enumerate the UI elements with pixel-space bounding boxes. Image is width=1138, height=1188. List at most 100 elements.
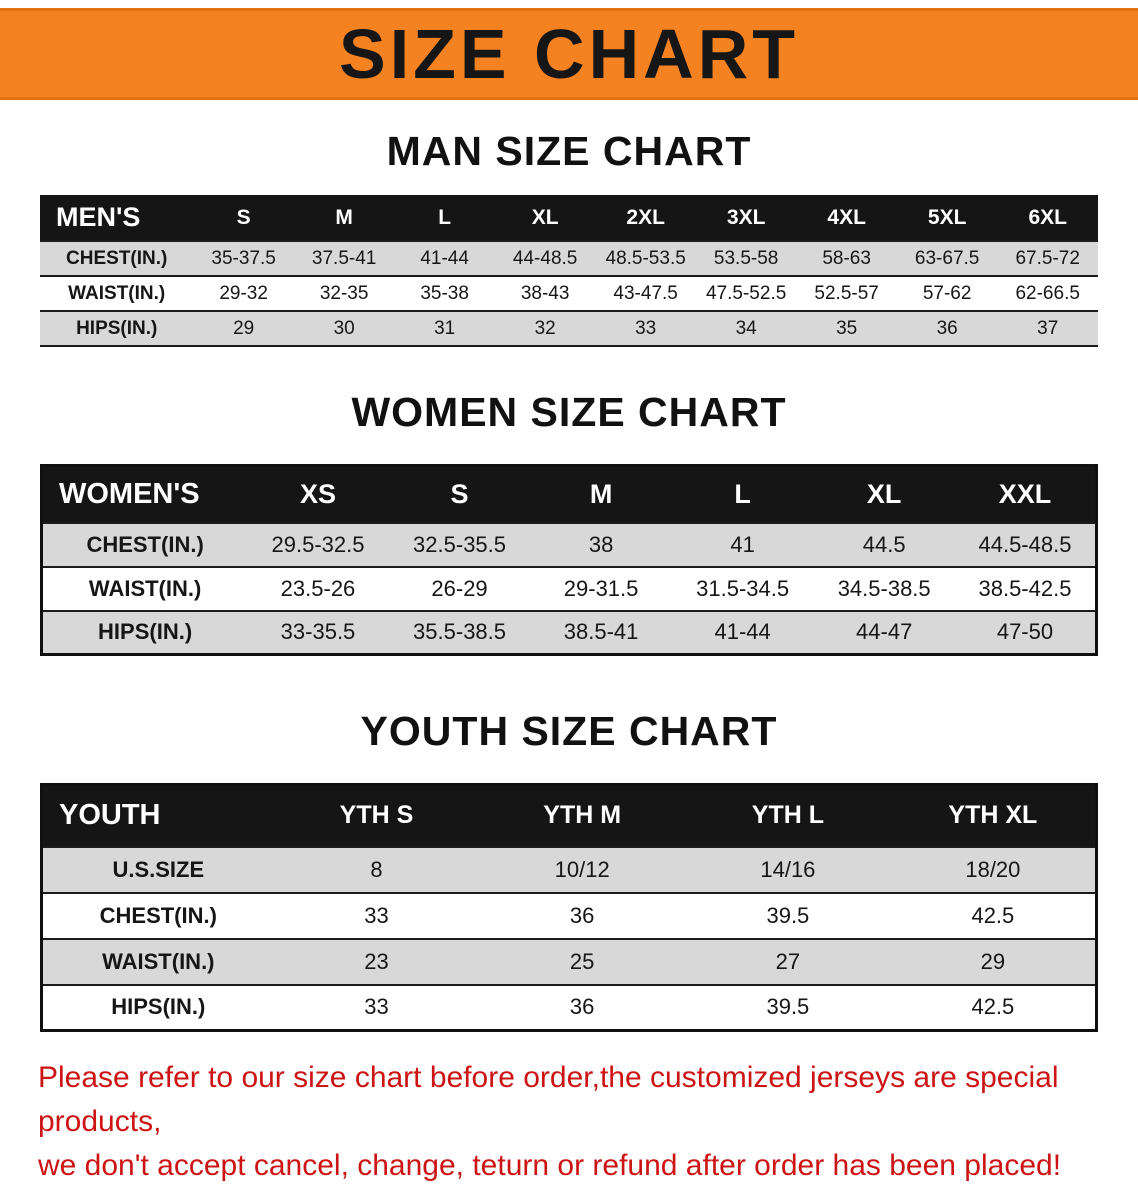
row-label-cell: CHEST(IN.)	[66, 247, 168, 269]
value-cell: 42.5	[971, 902, 1015, 928]
size-column-header: 3XL	[695, 195, 797, 241]
value-cell: 33	[364, 994, 389, 1020]
table-row: WAIST(IN.) 29-32 32-35 35-38 38-43 43-47.5 47.…	[40, 276, 1098, 311]
table-row: WAIST(IN.) 23.5-26 26-29 29-31.5 31.5-34.5 34…	[41, 566, 1097, 611]
value-cell: 37	[1037, 317, 1059, 339]
value-cell: 44.5	[862, 531, 906, 557]
section-heading-women: WOMEN SIZE CHART	[351, 389, 787, 435]
value-cell: 35-37.5	[211, 247, 276, 269]
value-cell: 44.5-48.5	[978, 531, 1072, 557]
size-column-header: M	[530, 465, 672, 523]
table-row: CHEST(IN.) 29.5-32.5 32.5-35.5 38 41 44.5 44.5…	[41, 522, 1097, 567]
value-cell: 38.5-42.5	[978, 575, 1072, 601]
man-size-chart-section: MAN SIZE CHART MEN'S S M L XL 2XL 3XL 4XL 5XL 6XL…	[0, 128, 1138, 347]
value-cell: 33-35.5	[280, 619, 356, 645]
order-policy-note-line1: Please refer to our size chart before or…	[38, 1061, 1059, 1138]
row-label-cell: WAIST(IN.)	[68, 282, 166, 304]
youth-size-table: YOUTH YTH S YTH M YTH L YTH XL U.S.SIZE 8 10/12…	[40, 783, 1098, 1032]
value-cell: 36	[569, 994, 595, 1020]
size-column-header: L	[394, 195, 495, 241]
value-cell: 42.5	[971, 994, 1015, 1020]
table-title-cell: YOUTH	[41, 784, 274, 847]
section-heading-men: MAN SIZE CHART	[386, 128, 752, 174]
row-label-cell: HIPS(IN.)	[76, 317, 158, 339]
size-column-header: YTH S	[273, 784, 480, 847]
value-cell: 27	[775, 948, 801, 974]
value-cell: 23	[364, 948, 389, 974]
row-label-cell: CHEST(IN.)	[86, 531, 204, 557]
size-column-header: S	[388, 465, 531, 523]
size-column-header: XXL	[954, 465, 1097, 523]
value-cell: 38-43	[520, 282, 570, 304]
size-column-header: 5XL	[896, 195, 998, 241]
value-cell: 38	[588, 531, 614, 557]
size-column-header: XL	[813, 465, 955, 523]
value-cell: 48.5-53.5	[605, 247, 686, 269]
value-cell: 53.5-58	[713, 247, 779, 269]
value-cell: 23.5-26	[280, 575, 356, 601]
table-row: HIPS(IN.) 29 30 31 32 33 34 35 36 37	[40, 311, 1098, 346]
size-chart-banner: SIZE CHART	[0, 8, 1138, 100]
value-cell: 47-50	[996, 619, 1054, 645]
value-cell: 44-47	[856, 619, 913, 645]
order-policy-note-line2: we don't accept cancel, change, teturn o…	[38, 1149, 1062, 1182]
table-title-cell: MEN'S	[40, 195, 194, 241]
value-cell: 29-31.5	[563, 575, 639, 601]
value-cell: 29.5-32.5	[271, 531, 365, 557]
value-cell: 31.5-34.5	[696, 575, 790, 601]
value-cell: 32	[534, 317, 556, 339]
value-cell: 39.5	[766, 994, 810, 1020]
value-cell: 32.5-35.5	[413, 531, 507, 557]
table-title-cell: WOMEN'S	[41, 465, 248, 523]
table-header-row: YOUTH YTH S YTH M YTH L YTH XL	[41, 784, 1097, 847]
value-cell: 62-66.5	[1015, 282, 1080, 304]
women-size-table: WOMEN'S XS S M L XL XXL CHEST(IN.) 29.5-32.5 32.5…	[40, 464, 1098, 656]
value-cell: 10/12	[554, 856, 610, 882]
table-header-row: WOMEN'S XS S M L XL XXL	[41, 465, 1097, 523]
value-cell: 41-44	[420, 247, 469, 269]
value-cell: 29-32	[219, 282, 268, 304]
size-column-header: XL	[494, 195, 596, 241]
table-row: U.S.SIZE 8 10/12 14/16 18/20	[41, 846, 1097, 893]
value-cell: 43-47.5	[613, 282, 678, 304]
size-column-header: M	[293, 195, 395, 241]
table-header-row: MEN'S S M L XL 2XL 3XL 4XL 5XL 6XL	[40, 195, 1098, 241]
value-cell: 18/20	[965, 856, 1021, 882]
value-cell: 14/16	[760, 856, 816, 882]
value-cell: 31	[434, 317, 456, 339]
youth-size-chart-section: YOUTH SIZE CHART YOUTH YTH S YTH M YTH L YTH…	[0, 708, 1138, 1032]
size-column-header: 2XL	[595, 195, 696, 241]
value-cell: 41	[730, 531, 755, 557]
value-cell: 57-62	[922, 282, 972, 304]
table-row: CHEST(IN.) 35-37.5 37.5-41 41-44 44-48.5 48.5…	[40, 241, 1098, 276]
value-cell: 44-48.5	[512, 247, 578, 269]
value-cell: 35.5-38.5	[413, 619, 507, 645]
value-cell: 36	[569, 902, 595, 928]
size-column-header: YTH M	[479, 784, 686, 847]
value-cell: 38.5-41	[563, 619, 639, 645]
row-label-cell: CHEST(IN.)	[99, 902, 217, 928]
row-label-cell: HIPS(IN.)	[98, 619, 193, 645]
value-cell: 52.5-57	[814, 282, 879, 304]
value-cell: 37.5-41	[311, 247, 377, 269]
row-label-cell: HIPS(IN.)	[111, 994, 206, 1020]
value-cell: 32-35	[319, 282, 369, 304]
value-cell: 63-67.5	[914, 247, 980, 269]
size-column-header: S	[193, 195, 294, 241]
value-cell: 29	[233, 317, 255, 339]
section-heading-youth: YOUTH SIZE CHART	[360, 708, 778, 754]
size-column-header: 4XL	[796, 195, 897, 241]
value-cell: 8	[370, 856, 383, 882]
row-label-cell: WAIST(IN.)	[88, 575, 202, 601]
value-cell: 34.5-38.5	[837, 575, 931, 601]
order-policy-note: Please refer to our size chart before or…	[38, 1056, 1138, 1188]
value-cell: 41-44	[714, 619, 771, 645]
value-cell: 36	[936, 317, 958, 339]
value-cell: 58-63	[822, 247, 871, 269]
women-size-chart-section: WOMEN SIZE CHART WOMEN'S XS S M L XL XXL CHEST(…	[0, 389, 1138, 656]
size-column-header: L	[671, 465, 814, 523]
size-column-header: YTH XL	[890, 784, 1097, 847]
value-cell: 34	[735, 317, 757, 339]
value-cell: 47.5-52.5	[706, 282, 787, 304]
value-cell: 29	[980, 948, 1006, 974]
